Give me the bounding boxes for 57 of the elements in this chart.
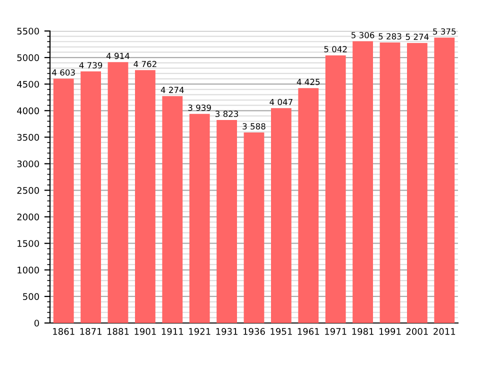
y-tick-label: 5000 — [17, 54, 39, 62]
bar — [407, 43, 428, 323]
bar — [135, 70, 156, 323]
bar — [53, 78, 74, 323]
bar — [244, 132, 264, 323]
bar — [162, 96, 183, 323]
x-tick-label: 1991 — [380, 328, 401, 335]
bar — [325, 55, 346, 323]
y-tick-label: 0 — [34, 320, 39, 327]
data-label: 4 739 — [79, 62, 102, 68]
x-tick-label: 1936 — [244, 328, 265, 335]
x-tick-label: 1931 — [216, 328, 238, 335]
x-tick-label: 1951 — [270, 328, 292, 335]
bar — [352, 41, 373, 323]
y-tick-label: 1500 — [18, 240, 39, 247]
y-tick-label: 2500 — [17, 187, 39, 194]
x-tick-label: 1921 — [189, 328, 210, 335]
x-tick-label: 1901 — [134, 328, 156, 335]
x-tick-label: 2011 — [434, 328, 456, 335]
data-label: 4 425 — [296, 78, 320, 86]
y-tick-label: 4000 — [17, 107, 39, 114]
bar — [298, 88, 319, 323]
y-tick-label: 4500 — [17, 80, 39, 88]
data-label: 5 375 — [433, 28, 456, 35]
data-label: 3 588 — [242, 123, 266, 130]
y-tick-label: 1000 — [18, 266, 39, 274]
x-tick-label: 1881 — [108, 328, 129, 335]
data-label: 5 274 — [406, 34, 429, 40]
x-tick-label: 1911 — [162, 328, 184, 335]
bar — [271, 108, 292, 323]
y-tick-label: 3000 — [17, 160, 39, 168]
data-label: 3 939 — [188, 104, 211, 111]
bar — [380, 42, 400, 323]
y-tick-label: 5500 — [17, 28, 39, 35]
y-tick-label: 2000 — [17, 214, 39, 220]
x-tick-label: 1981 — [352, 328, 374, 335]
data-label: 4 762 — [134, 60, 156, 68]
bar — [189, 114, 210, 323]
y-tick-label: 500 — [23, 293, 39, 300]
data-label: 4 274 — [160, 86, 184, 93]
data-label: 4 603 — [52, 69, 75, 76]
x-tick-label: 1871 — [80, 328, 102, 335]
data-label: 3 823 — [216, 110, 238, 118]
y-tick-label: 3500 — [17, 134, 39, 141]
x-tick-label: 1971 — [325, 328, 346, 335]
x-tick-label: 1861 — [53, 328, 74, 335]
bar — [108, 62, 128, 323]
x-tick-label: 1961 — [298, 328, 320, 335]
bar — [80, 71, 101, 323]
x-tick-label: 2001 — [406, 328, 428, 335]
data-label: 4 047 — [270, 98, 292, 106]
data-label: 5 283 — [378, 33, 402, 40]
data-label: 5 042 — [324, 46, 347, 52]
data-label: 4 914 — [106, 52, 130, 60]
bar — [434, 38, 455, 323]
data-label: 5 306 — [352, 32, 374, 38]
bar — [216, 120, 237, 323]
